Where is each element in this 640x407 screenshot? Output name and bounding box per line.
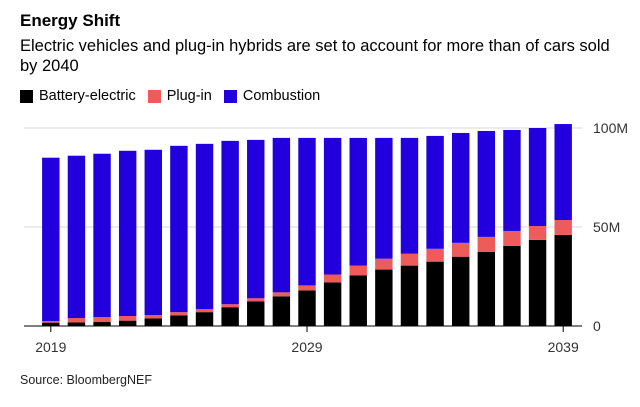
source-note: Source: BloombergNEF — [20, 373, 153, 387]
bar-combustion-2027 — [247, 139, 265, 299]
bar-plug-in-2022 — [118, 316, 137, 321]
legend-label-combustion: Combustion — [242, 88, 321, 104]
bar-combustion-2029 — [298, 137, 316, 286]
bar-battery-electric-2032 — [375, 269, 393, 326]
bar-battery-electric-2020 — [67, 322, 86, 326]
bar-plug-in-2027 — [247, 298, 265, 302]
bar-battery-electric-2028 — [272, 296, 291, 326]
bar-battery-electric-2027 — [247, 301, 265, 326]
bar-battery-electric-2037 — [503, 245, 521, 326]
legend-item-combustion: Combustion — [223, 88, 321, 104]
legend-item-plug-in: Plug-in — [147, 88, 212, 104]
bar-battery-electric-2033 — [400, 265, 419, 326]
bar-plug-in-2026 — [221, 304, 239, 308]
bar-combustion-2039 — [554, 124, 572, 221]
chart-title: Energy Shift — [20, 11, 121, 30]
bar-combustion-2025 — [195, 143, 214, 310]
bar-combustion-2031 — [349, 137, 367, 266]
bar-plug-in-2028 — [272, 292, 291, 297]
legend-item-battery-electric: Battery-electric — [20, 88, 136, 104]
x-tick-label-0: 2019 — [35, 339, 66, 355]
bar-battery-electric-2022 — [118, 320, 137, 326]
bar-battery-electric-2031 — [349, 275, 367, 326]
bar-battery-electric-2023 — [144, 318, 162, 326]
bar-combustion-2028 — [272, 137, 291, 293]
bar-plug-in-2030 — [323, 274, 342, 283]
bar-plug-in-2023 — [144, 315, 162, 319]
bar-battery-electric-2021 — [93, 322, 111, 326]
legend-swatch-plug-in — [147, 89, 161, 103]
bar-battery-electric-2025 — [195, 312, 214, 326]
chart-subtitle: Electric vehicles and plug-in hybrids ar… — [20, 37, 610, 75]
bar-battery-electric-2034 — [426, 261, 444, 326]
bar-combustion-2023 — [144, 149, 162, 316]
legend-label-plug-in: Plug-in — [166, 88, 212, 104]
bar-plug-in-2037 — [503, 230, 521, 246]
bar-combustion-2026 — [221, 140, 239, 305]
legend-label-battery-electric: Battery-electric — [39, 88, 136, 104]
bar-combustion-2021 — [93, 153, 111, 318]
bar-plug-in-2024 — [170, 312, 188, 316]
bar-battery-electric-2024 — [170, 315, 188, 326]
bar-plug-in-2036 — [477, 236, 496, 252]
bar-combustion-2020 — [67, 155, 86, 319]
bar-battery-electric-2038 — [528, 239, 547, 326]
x-tick-label-2: 2039 — [548, 339, 579, 355]
y-tick-label-2: 100M — [593, 120, 628, 136]
bar-combustion-2035 — [452, 132, 470, 243]
bar-plug-in-2021 — [93, 317, 111, 323]
legend-swatch-battery-electric — [20, 89, 33, 103]
bar-plug-in-2020 — [67, 318, 86, 323]
bar-combustion-2033 — [400, 137, 419, 254]
legend-swatch-combustion — [223, 89, 237, 103]
bar-plug-in-2034 — [426, 248, 444, 262]
bar-combustion-2036 — [477, 130, 496, 237]
bar-combustion-2030 — [323, 137, 342, 275]
bar-battery-electric-2030 — [323, 282, 342, 326]
y-tick-label-0: 0 — [593, 318, 601, 334]
legend: Battery-electric Plug-in Combustion — [20, 88, 332, 104]
bar-battery-electric-2035 — [452, 256, 470, 326]
bar-combustion-2024 — [170, 145, 188, 313]
bar-combustion-2022 — [118, 150, 137, 317]
bar-battery-electric-2039 — [554, 234, 572, 326]
bar-battery-electric-2019 — [42, 322, 60, 326]
bar-plug-in-2039 — [554, 220, 572, 235]
bar-plug-in-2031 — [349, 265, 367, 276]
bar-plug-in-2019 — [42, 321, 60, 323]
bar-combustion-2037 — [503, 129, 521, 231]
bar-plug-in-2032 — [375, 258, 393, 270]
bar-plug-in-2025 — [195, 309, 214, 313]
y-tick-label-1: 50M — [593, 219, 620, 235]
bar-plug-in-2035 — [452, 242, 470, 257]
bar-combustion-2034 — [426, 135, 444, 249]
bar-battery-electric-2036 — [477, 251, 496, 326]
bar-plug-in-2029 — [298, 285, 316, 291]
bar-combustion-2038 — [528, 128, 547, 227]
x-tick-label-1: 2029 — [291, 339, 322, 355]
bar-battery-electric-2026 — [221, 307, 239, 326]
bar-battery-electric-2029 — [298, 290, 316, 326]
bar-combustion-2032 — [375, 137, 393, 259]
bar-plug-in-2038 — [528, 226, 547, 240]
bar-plug-in-2033 — [400, 253, 419, 266]
bar-combustion-2019 — [42, 157, 60, 322]
